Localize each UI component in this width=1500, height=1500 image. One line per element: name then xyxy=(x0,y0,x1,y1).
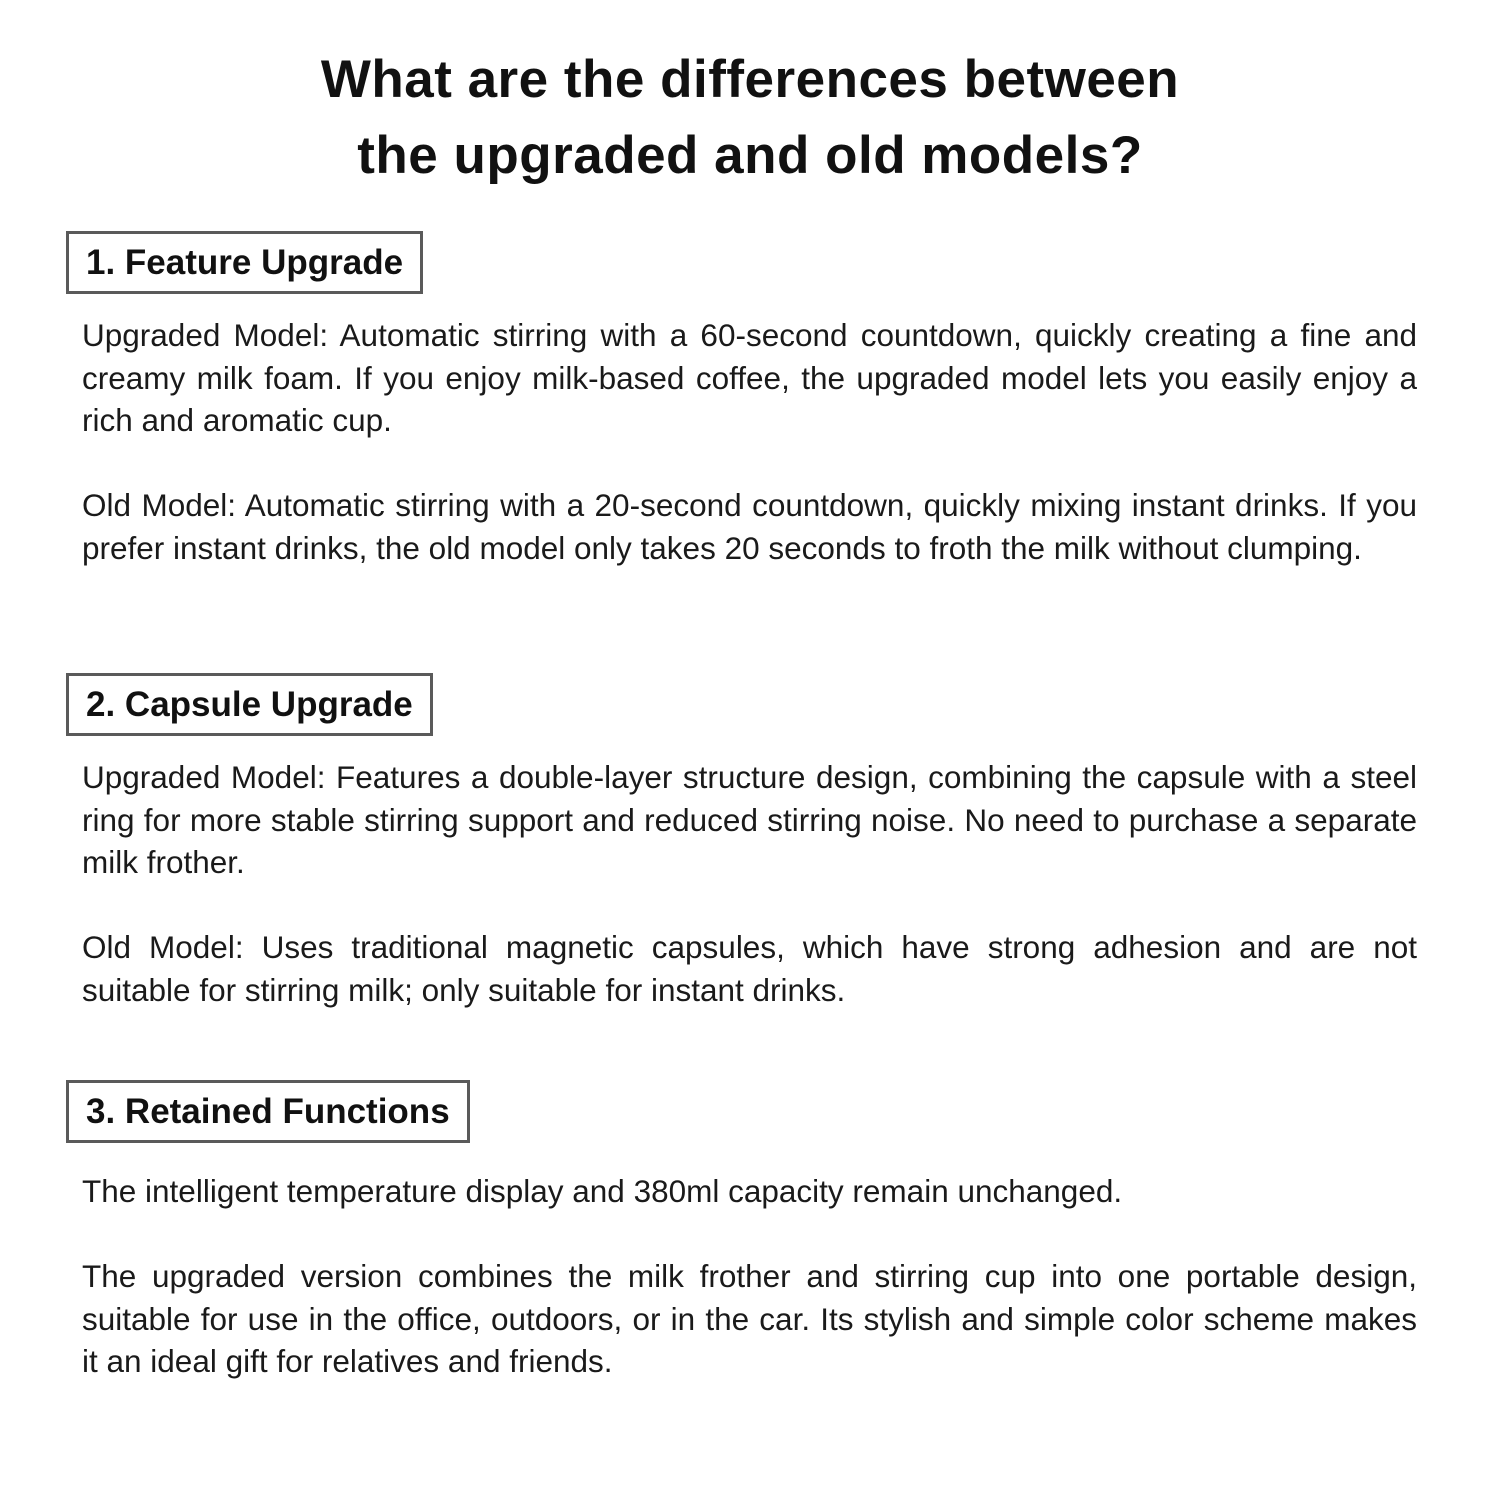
section-heading-capsule-upgrade: 2. Capsule Upgrade xyxy=(66,673,433,736)
paragraph-retained-display: The intelligent temperature display and … xyxy=(82,1173,1123,1209)
paragraph-portable-design: The upgraded version combines the milk f… xyxy=(82,1258,1417,1380)
section-heading-feature-upgrade: 1. Feature Upgrade xyxy=(66,231,424,294)
page-title: What are the differences between the upg… xyxy=(0,42,1500,194)
paragraph-upgraded-feature: Upgraded Model: Automatic stirring with … xyxy=(82,317,1417,439)
paragraph-upgraded-capsule: Upgraded Model: Features a double-layer … xyxy=(82,759,1417,881)
paragraph-old-capsule: Old Model: Uses traditional magnetic cap… xyxy=(82,929,1417,1008)
title-line-2: the upgraded and old models? xyxy=(357,126,1143,185)
section-heading-retained-functions: 3. Retained Functions xyxy=(66,1080,470,1143)
title-line-1: What are the differences between xyxy=(320,50,1180,109)
paragraph-old-feature: Old Model: Automatic stirring with a 20-… xyxy=(82,487,1417,566)
